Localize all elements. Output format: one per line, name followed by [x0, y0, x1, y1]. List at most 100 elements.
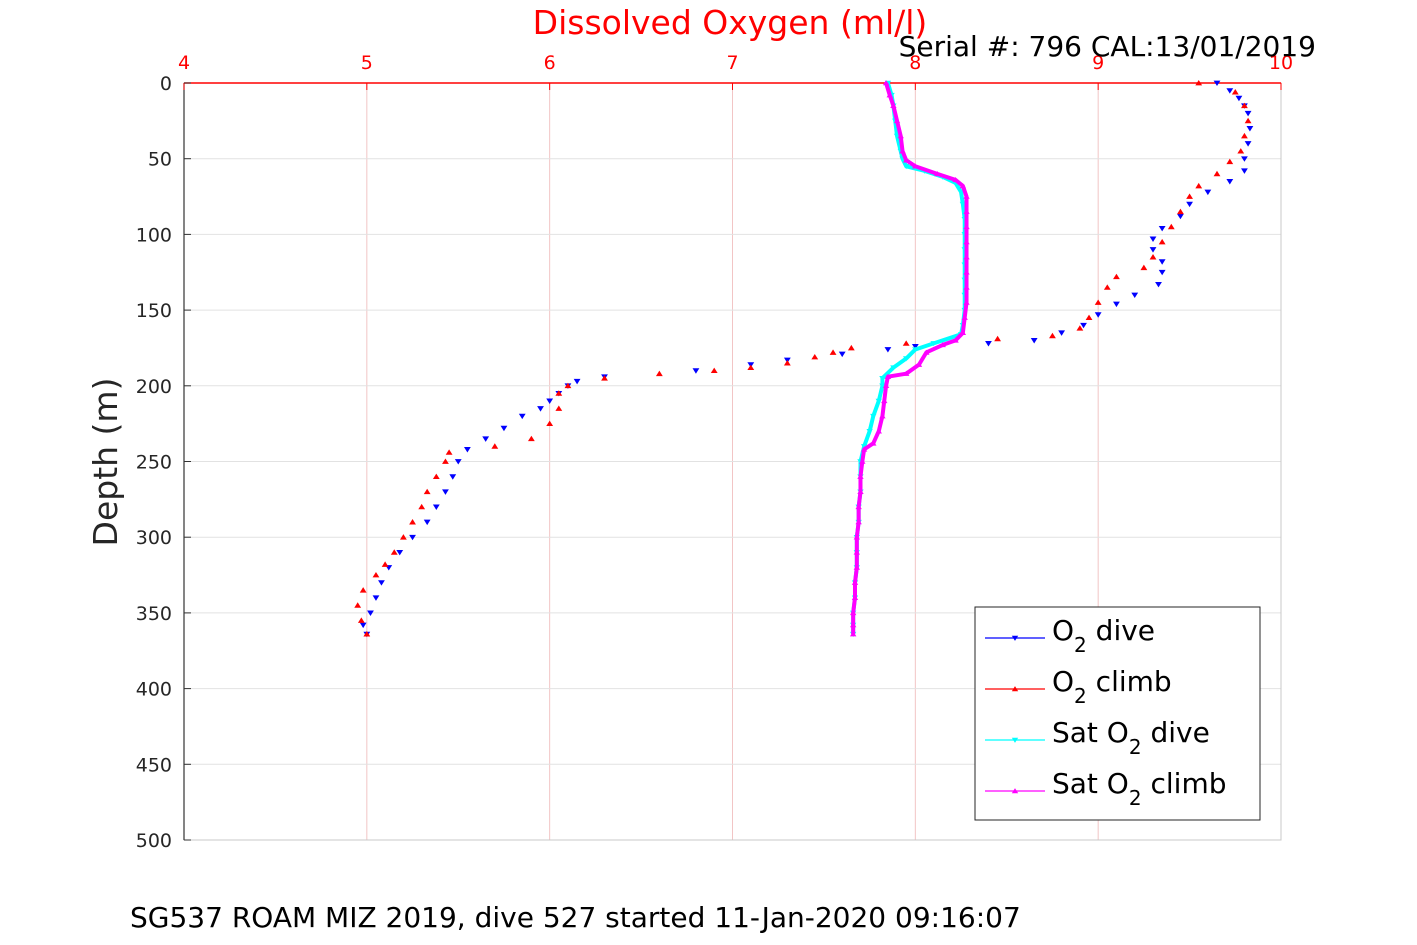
x-tick-label: 4 — [178, 52, 190, 74]
o2-climb-point — [432, 473, 440, 480]
legend-marker-o2-climb — [1011, 686, 1019, 692]
sat-o2-dive-point — [879, 383, 886, 389]
y-tick-label: 150 — [136, 300, 172, 322]
sat-o2-climb-point — [882, 382, 890, 389]
sat-o2-climb-point — [959, 329, 967, 336]
legend-label-o2-dive: O2 dive — [1052, 614, 1155, 657]
o2-climb-point — [564, 382, 572, 389]
sat-o2-climb-point — [879, 413, 886, 419]
o2-dive-point — [1204, 189, 1212, 196]
o2-climb-point — [527, 435, 535, 442]
o2-dive-point — [1080, 322, 1087, 329]
sat-o2-dive-point — [879, 375, 886, 382]
sat-o2-dive-point — [959, 201, 967, 207]
o2-dive-point — [367, 610, 374, 616]
o2-climb-point — [555, 390, 563, 396]
o2-climb-point — [359, 587, 367, 593]
o2-dive-point — [692, 368, 700, 374]
sat-o2-dive-point — [866, 428, 873, 435]
y-tick-label: 250 — [136, 452, 172, 474]
legend-label-sat-o2-climb: Sat O2 climb — [1052, 767, 1227, 810]
y-tick-label: 100 — [136, 224, 172, 246]
o2-climb-point — [829, 349, 837, 355]
o2-dive-point — [432, 504, 440, 510]
sat-o2-climb-point — [855, 504, 862, 510]
legend-marker-sat-o2-dive — [1011, 737, 1019, 743]
o2-climb-point — [1140, 264, 1148, 271]
o2-climb-point — [354, 602, 362, 608]
sat-o2-climb-point — [959, 183, 967, 189]
sat-o2-dive-point — [902, 356, 910, 362]
o2-dive-point — [1244, 141, 1252, 147]
footer-caption: SG537 ROAM MIZ 2019, dive 527 started 11… — [130, 901, 1021, 934]
o2-climb-point — [1195, 79, 1203, 86]
o2-climb-point — [1158, 238, 1166, 245]
legend-marker-sat-o2-climb — [1011, 788, 1019, 794]
x-tick-label: 9 — [1092, 52, 1104, 74]
o2-dive-point — [1131, 292, 1139, 299]
sat-o2-climb-point — [963, 299, 970, 305]
sat-o2-climb-point — [902, 157, 910, 163]
o2-climb-point — [1226, 158, 1234, 165]
o2-climb-point — [390, 549, 398, 555]
o2-dive-point — [454, 459, 462, 465]
y-tick-label: 300 — [136, 527, 172, 549]
sat-o2-climb-point — [875, 428, 882, 434]
y-axis-ticks: 0 50 100 150 200 250 300 350 400 450 500 — [136, 73, 191, 852]
sat-o2-climb-point — [952, 337, 959, 343]
o2-dive-point — [396, 549, 404, 556]
sat-o2-climb-line — [851, 82, 969, 635]
sat-o2-climb-point — [849, 610, 857, 616]
sat-o2-dive-point — [890, 365, 897, 371]
o2-dive-point — [1177, 213, 1184, 220]
sat-o2-climb-point — [963, 269, 970, 275]
o2-climb-point — [357, 617, 365, 623]
o2-dive-point — [1030, 338, 1038, 344]
o2-dive-point — [482, 436, 490, 442]
sat-o2-climb-point — [849, 631, 857, 637]
o2-dive-point — [1226, 179, 1234, 185]
o2-climb-point — [1237, 148, 1245, 154]
sat-o2-climb-point — [902, 370, 910, 376]
o2-climb-point — [409, 519, 416, 525]
sat-o2-climb-point — [886, 92, 893, 98]
o2-dive-point — [1246, 126, 1254, 132]
o2-climb-point — [655, 370, 663, 377]
sat-o2-dive-point — [930, 341, 937, 347]
sat-o2-climb-point — [963, 223, 970, 230]
o2-climb-point — [783, 360, 791, 366]
sat-o2-climb-point — [893, 117, 901, 124]
sat-o2-climb-point — [939, 342, 946, 348]
o2-climb-point — [400, 534, 407, 540]
x-tick-label: 5 — [361, 52, 373, 74]
o2-dive-point — [1235, 95, 1243, 102]
o2-dive-point — [1149, 247, 1157, 253]
o2-dive-point — [838, 351, 846, 358]
x-tick-label: 7 — [726, 52, 738, 74]
y-tick-label: 400 — [136, 679, 172, 701]
sat-o2-climb-point — [963, 284, 970, 290]
o2-climb-point — [847, 344, 855, 351]
y-axis-label: Depth (m) — [86, 378, 125, 547]
o2-dive-point — [423, 519, 431, 526]
o2-climb-point — [423, 488, 431, 495]
o2-climb-point — [1231, 89, 1239, 95]
sat-o2-climb-point — [912, 163, 919, 169]
sat-o2-climb-point — [853, 564, 861, 570]
o2-climb-point — [1149, 254, 1157, 260]
o2-climb-point — [994, 335, 1002, 342]
o2-dive-point — [1241, 168, 1248, 174]
chart-title: Dissolved Oxygen (ml/l) — [533, 3, 928, 42]
legend-marker-o2-dive — [1011, 635, 1019, 641]
sat-o2-climb-point — [961, 314, 968, 320]
sat-o2-climb-point — [890, 102, 897, 108]
sat-o2-climb-point — [851, 594, 859, 600]
legend: O2 dive O2 climb Sat O2 dive Sat O2 climb — [974, 606, 1261, 821]
o2-dive-point — [911, 344, 919, 350]
o2-climb-point — [601, 375, 608, 381]
sat-o2-climb-point — [884, 373, 892, 379]
o2-dive-point — [1186, 201, 1193, 208]
o2-climb-point — [1113, 273, 1120, 280]
o2-climb-point — [811, 353, 819, 360]
o2-climb-point — [555, 405, 563, 411]
